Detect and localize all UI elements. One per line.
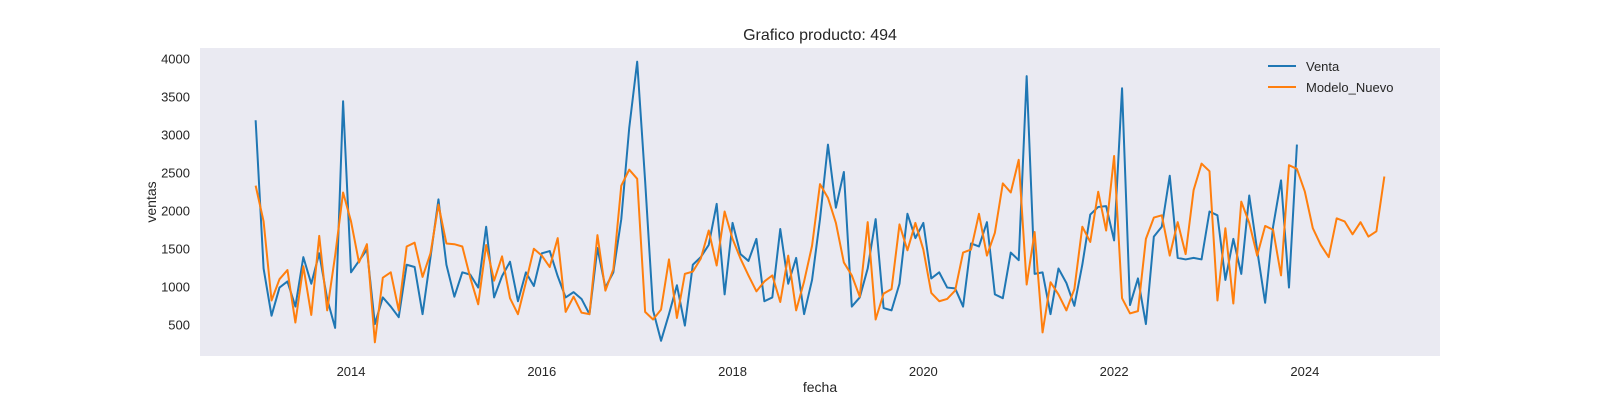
series-lines [254,60,1386,344]
legend-label: Venta [1306,59,1340,74]
x-tick-labels: 2014 2016 2018 2020 2022 2024 [337,364,1320,379]
x-tick-label: 2014 [337,364,366,379]
y-tick-label: 1000 [161,280,190,295]
legend: Venta Modelo_Nuevo [1268,59,1393,95]
y-tick-label: 2000 [161,204,190,219]
y-tick-label: 4000 [161,51,190,66]
legend-label: Modelo_Nuevo [1306,80,1393,95]
chart-title: Grafico producto: 494 [743,27,897,44]
y-tick-labels: 500 1000 1500 2000 2500 3000 3500 4000 [161,51,190,332]
y-tick-label: 3000 [161,127,190,142]
y-tick-label: 1500 [161,242,190,257]
x-tick-label: 2020 [909,364,938,379]
y-axis-label: ventas [143,181,159,222]
x-tick-label: 2018 [718,364,747,379]
x-tick-label: 2016 [527,364,556,379]
series-line-venta [254,60,1298,342]
plot-background [200,48,1440,356]
y-tick-label: 2500 [161,165,190,180]
y-tick-label: 500 [168,318,190,333]
x-axis-label: fecha [803,379,837,395]
series-line-modelo-nuevo [254,154,1386,344]
x-tick-label: 2022 [1100,364,1129,379]
x-tick-label: 2024 [1290,364,1319,379]
y-tick-label: 3500 [161,89,190,104]
